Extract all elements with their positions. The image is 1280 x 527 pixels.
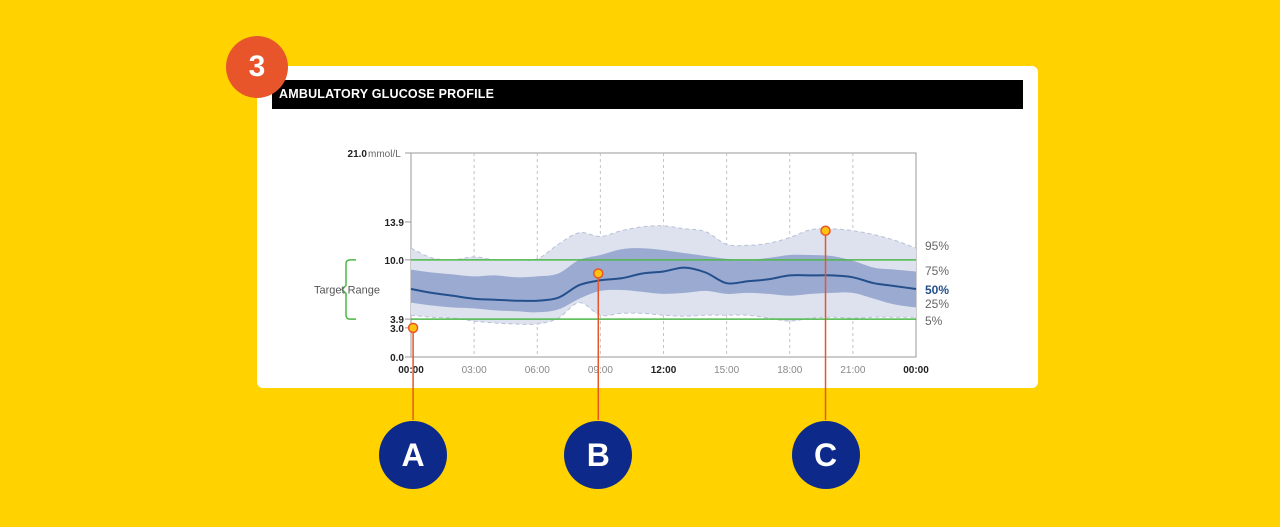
x-tick-label: 06:00 <box>525 365 550 376</box>
y-tick-label: 3.9 <box>390 315 404 326</box>
card-title: AMBULATORY GLUCOSE PROFILE <box>272 80 1023 109</box>
median-line <box>410 266 917 302</box>
percentile-label: 5% <box>925 314 943 328</box>
percentile-label: 25% <box>925 297 949 311</box>
x-tick-label: 12:00 <box>651 365 677 376</box>
step-number-badge: 3 <box>226 36 288 98</box>
callout-a: A <box>379 421 448 489</box>
x-tick-label: 18:00 <box>777 365 802 376</box>
y-axis-unit: mmol/L <box>368 149 401 160</box>
y-tick-label: 13.9 <box>385 218 405 229</box>
line-5-percentile <box>410 302 916 325</box>
percentile-label: 75% <box>925 264 949 278</box>
callout-b: B <box>564 421 633 489</box>
target-range-label: Target Range <box>314 284 380 296</box>
percentile-label: 50% <box>925 283 949 297</box>
y-tick-label: 10.0 <box>385 256 405 267</box>
y-tick-label: 0.0 <box>390 353 404 364</box>
percentile-label: 95% <box>925 239 949 253</box>
callout-marker <box>407 322 419 334</box>
callout-marker <box>820 225 831 236</box>
callout-marker <box>593 268 604 279</box>
x-tick-label: 09:00 <box>588 365 613 376</box>
x-tick-label: 03:00 <box>462 365 487 376</box>
band-25-75 <box>411 248 916 313</box>
x-tick-label: 00:00 <box>398 365 424 376</box>
x-tick-label: 00:00 <box>903 365 929 376</box>
target-range-bracket <box>340 259 356 320</box>
x-tick-label: 21:00 <box>840 365 865 376</box>
y-tick-label: 3.0 <box>390 324 404 335</box>
y-tick-label: 21.0 <box>348 149 368 160</box>
callout-c: C <box>791 421 860 489</box>
x-tick-label: 15:00 <box>714 365 739 376</box>
